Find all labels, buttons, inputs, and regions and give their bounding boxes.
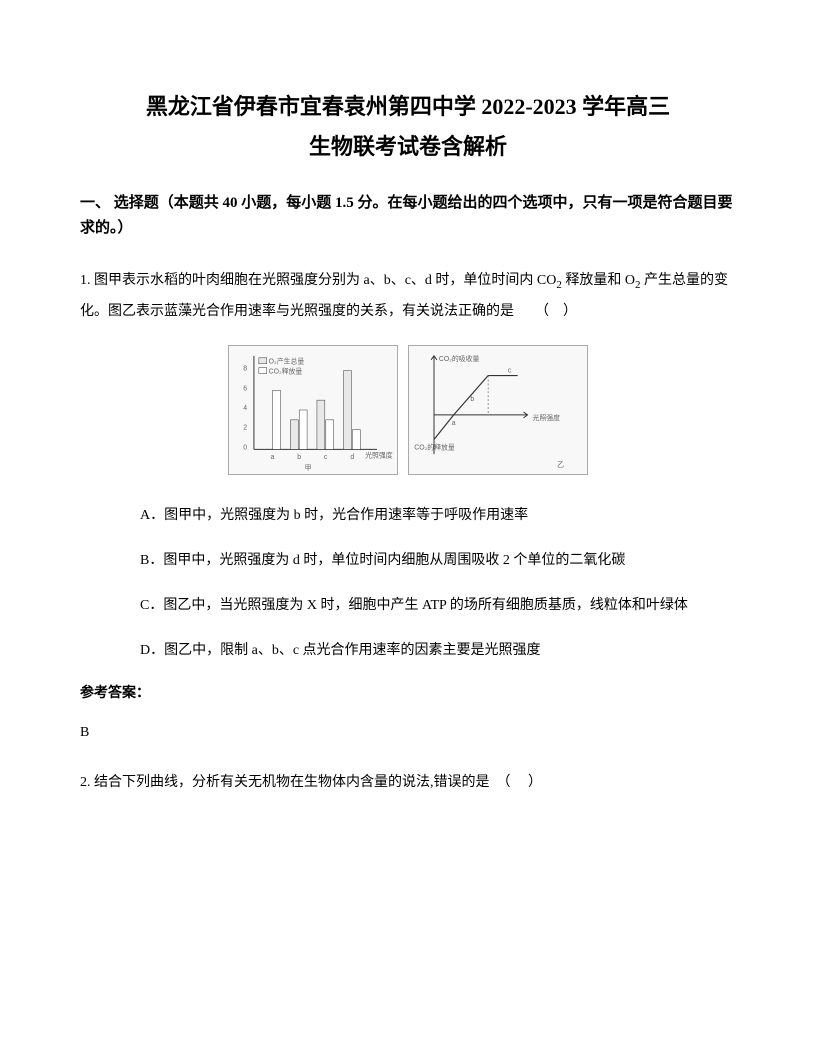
q1-option-a: A．图甲中，光照强度为 b 时，光合作用速率等于呼吸作用速率 <box>80 501 736 532</box>
q1-option-b: B．图甲中，光照强度为 d 时，单位时间内细胞从周围吸收 2 个单位的二氧化碳 <box>80 546 736 577</box>
svg-text:CO₂释放量: CO₂释放量 <box>269 367 303 376</box>
svg-text:c: c <box>324 455 328 462</box>
svg-text:CO₂的吸收量: CO₂的吸收量 <box>439 354 480 363</box>
page-title-line2: 生物联考试卷含解析 <box>80 127 736 167</box>
q2-text: 结合下列曲线，分析有关无机物在生物体内含量的说法,错误的是 （ ） <box>91 775 543 790</box>
svg-text:d: d <box>350 455 354 462</box>
svg-text:甲: 甲 <box>305 464 312 472</box>
svg-text:a: a <box>271 455 275 462</box>
bar-chart-svg: 0 2 4 6 8 O₂产生总量 CO₂释放量 a b c d <box>229 346 397 474</box>
svg-text:乙: 乙 <box>557 461 564 469</box>
q2-stem: 2. 结合下列曲线，分析有关无机物在生物体内含量的说法,错误的是 （ ） <box>80 769 736 797</box>
chart-container: 0 2 4 6 8 O₂产生总量 CO₂释放量 a b c d <box>80 345 736 475</box>
svg-text:4: 4 <box>243 405 247 412</box>
svg-text:a: a <box>452 420 456 427</box>
svg-text:光照强度: 光照强度 <box>365 451 393 460</box>
q1-option-b-text: B．图甲中，光照强度为 d 时，单位时间内细胞从周围吸收 2 个单位的二氧化碳 <box>80 546 736 577</box>
answer-value: B <box>80 720 736 745</box>
svg-text:O₂产生总量: O₂产生总量 <box>269 357 305 366</box>
q1-text-p1: 图甲表示水稻的叶肉细胞在光照强度分别为 a、b、c、d 时，单位时间内 CO <box>91 273 557 288</box>
svg-text:6: 6 <box>243 386 247 393</box>
svg-text:光照强度: 光照强度 <box>532 413 560 422</box>
q1-option-c: C．图乙中，当光照强度为 X 时，细胞中产生 ATP 的场所有细胞质基质，线粒体… <box>80 591 736 622</box>
answer-label: 参考答案： <box>80 681 736 706</box>
line-chart-svg: CO₂的吸收量 光照强度 CO₂的释放量 a b c 乙 <box>409 346 587 474</box>
svg-text:0: 0 <box>243 445 247 452</box>
q2-number: 2. <box>80 775 91 790</box>
q1-stem: 1. 图甲表示水稻的叶肉细胞在光照强度分别为 a、b、c、d 时，单位时间内 C… <box>80 266 736 328</box>
svg-text:8: 8 <box>243 366 247 373</box>
chart-left-bar: 0 2 4 6 8 O₂产生总量 CO₂释放量 a b c d <box>228 345 398 475</box>
q1-option-d: D．图乙中，限制 a、b、c 点光合作用速率的因素主要是光照强度 <box>80 636 736 667</box>
q1-text-p2: 释放量和 O <box>562 273 635 288</box>
svg-text:b: b <box>470 397 474 404</box>
q1-number: 1. <box>80 273 91 288</box>
page-title-line1: 黑龙江省伊春市宜春袁州第四中学 2022-2023 学年高三 <box>80 90 736 123</box>
svg-text:CO₂的释放量: CO₂的释放量 <box>414 443 455 452</box>
chart-right-line: CO₂的吸收量 光照强度 CO₂的释放量 a b c 乙 <box>408 345 588 475</box>
section-heading: 一、 选择题（本题共 40 小题，每小题 1.5 分。在每小题给出的四个选项中，… <box>80 191 736 242</box>
svg-text:2: 2 <box>243 425 247 432</box>
q1-option-c-text: C．图乙中，当光照强度为 X 时，细胞中产生 ATP 的场所有细胞质基质，线粒体… <box>80 591 736 622</box>
svg-text:b: b <box>297 455 301 462</box>
svg-text:c: c <box>508 368 512 375</box>
